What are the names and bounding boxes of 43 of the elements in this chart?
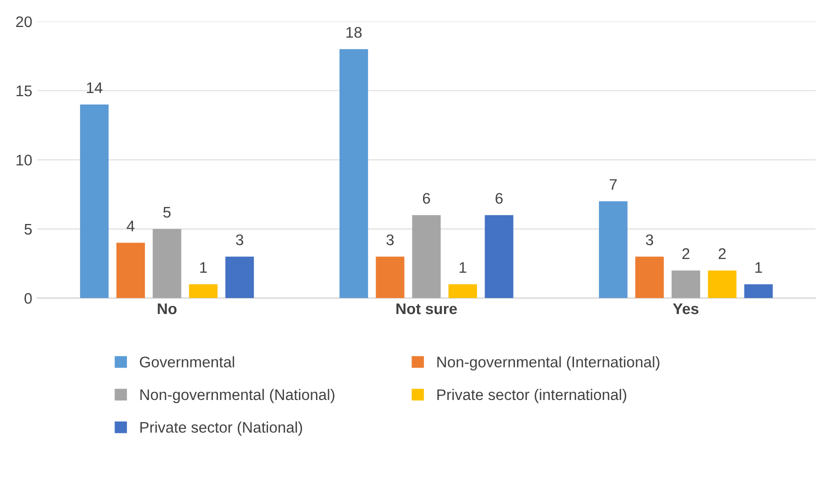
data-label: 6	[496, 192, 503, 204]
bar	[80, 104, 109, 298]
data-label: 1	[755, 262, 762, 273]
data-label: 3	[386, 234, 394, 246]
legend-label: Non-governmental (National)	[140, 388, 334, 404]
data-label: 6	[422, 192, 430, 204]
bar	[672, 270, 700, 298]
bar	[598, 201, 628, 298]
bar	[448, 284, 478, 298]
x-tick-label: Not sure	[396, 304, 457, 314]
legend-label: Private sector (National)	[140, 422, 302, 436]
legend-label: Private sector (international)	[437, 388, 626, 404]
bar	[412, 215, 441, 298]
y-tick-label: 10	[16, 154, 32, 166]
data-label: 3	[236, 234, 244, 246]
x-tick-label: No	[158, 304, 177, 314]
data-label: 1	[200, 262, 207, 273]
bar	[340, 49, 368, 298]
data-label: 5	[163, 206, 171, 218]
bar	[484, 215, 514, 298]
legend-label: Non-governmental (International)	[437, 356, 660, 370]
y-tick-label: 5	[24, 224, 32, 235]
data-label: 2	[682, 248, 690, 259]
bar	[189, 284, 218, 298]
data-label: 4	[126, 220, 134, 232]
x-tick-label: Yes	[672, 304, 698, 314]
bar	[744, 284, 773, 298]
y-tick-label: 15	[16, 86, 32, 96]
bar	[152, 228, 182, 298]
data-label: 14	[87, 82, 102, 93]
bar	[376, 256, 404, 298]
legend-label: Governmental	[140, 356, 234, 368]
bar	[635, 256, 664, 298]
data-label: 7	[610, 179, 617, 190]
data-label: 1	[460, 262, 466, 273]
data-label: 18	[346, 26, 362, 38]
data-label: 3	[646, 234, 654, 246]
bar	[708, 270, 736, 298]
data-label: 2	[718, 248, 726, 259]
y-tick-label: 20	[16, 16, 32, 28]
bar	[225, 256, 254, 298]
bar	[116, 242, 145, 298]
y-tick-label: 0	[24, 292, 32, 304]
